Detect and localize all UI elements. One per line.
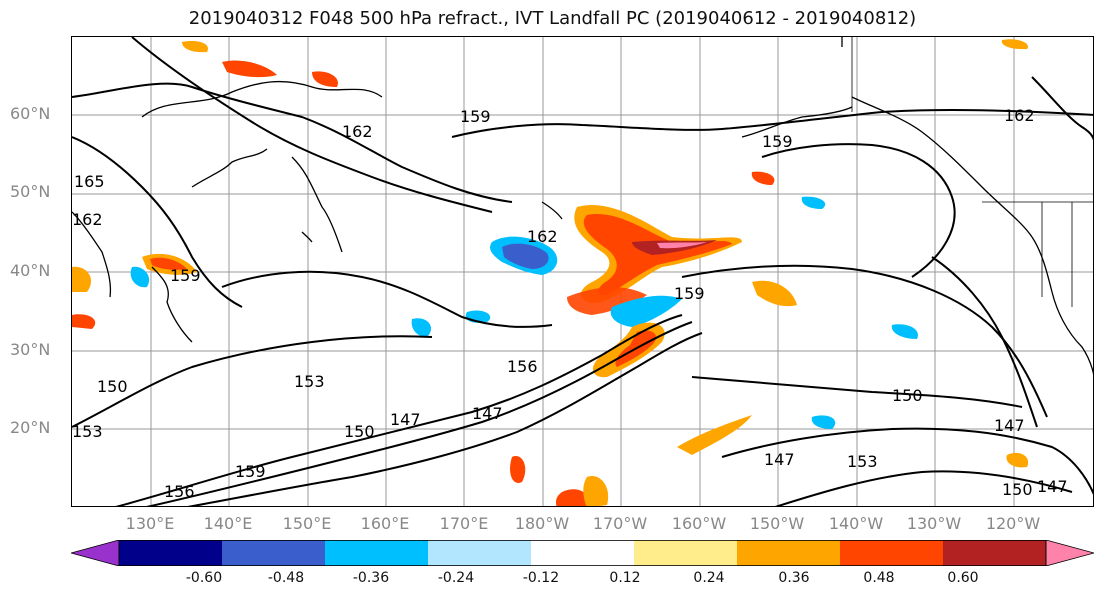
colorbar-cell <box>222 540 326 566</box>
colorbar-extend-low <box>71 540 120 566</box>
map-title: 2019040312 F048 500 hPa refract., IVT La… <box>188 8 917 29</box>
contour-label: 159 <box>674 284 705 303</box>
lat-label: 20°N <box>10 418 51 437</box>
contour-label: 159 <box>170 266 201 285</box>
contour-label: 153 <box>72 422 103 441</box>
lon-label: 150°E <box>282 514 332 533</box>
contour-label: 147 <box>994 416 1025 435</box>
colorbar-tick-label: 0.60 <box>947 570 979 586</box>
lon-label: 140°E <box>203 514 253 533</box>
contour-label: 147 <box>1037 477 1068 496</box>
contour-label: 150 <box>892 386 923 405</box>
lat-label: 40°N <box>10 261 51 280</box>
contour-label: 150 <box>97 377 128 396</box>
colorbar-cell <box>428 540 532 566</box>
contour-label: 162 <box>72 210 103 229</box>
graticule <box>72 37 1093 506</box>
contour-label: 159 <box>762 132 793 151</box>
colorbar-cell <box>943 540 1047 566</box>
lon-label: 130°W <box>906 514 962 533</box>
map-panel: 162 159 159 162 165 162 159 162 159 153 … <box>71 36 1094 507</box>
lat-label: 30°N <box>10 340 51 359</box>
contour-label: 162 <box>527 227 558 246</box>
contour-label: 156 <box>164 482 195 501</box>
colorbar-cell <box>119 540 223 566</box>
colorbar-tick-label: 0.24 <box>693 570 725 586</box>
map-canvas: 162 159 159 162 165 162 159 162 159 153 … <box>72 37 1093 506</box>
lon-label: 120°W <box>985 514 1041 533</box>
colorbar-tick-label: -0.12 <box>522 570 560 586</box>
contour-label: 147 <box>764 450 795 469</box>
contour-label-group: 162 159 159 162 165 162 159 162 159 153 … <box>72 106 1068 501</box>
colorbar-tick-label: -0.60 <box>185 570 223 586</box>
contour-label: 165 <box>74 172 105 191</box>
contour-label: 162 <box>1004 106 1035 125</box>
colorbar-cell <box>634 540 738 566</box>
shaded-anomalies <box>72 39 1029 506</box>
lon-label: 170°E <box>439 514 489 533</box>
lon-label: 160°W <box>671 514 727 533</box>
contour-label: 159 <box>235 462 266 481</box>
lon-label: 160°E <box>360 514 410 533</box>
contour-label: 150 <box>1002 480 1033 499</box>
colorbar-cell <box>737 540 841 566</box>
colorbar-tick-label: -0.36 <box>352 570 390 586</box>
borders <box>851 37 1093 307</box>
colorbar-tick-label: 0.36 <box>778 570 810 586</box>
coastlines <box>72 37 1093 375</box>
contour-label: 153 <box>294 372 325 391</box>
lat-label: 60°N <box>10 104 51 123</box>
colorbar-tick-label: 0.48 <box>863 570 895 586</box>
lon-label: 150°W <box>749 514 805 533</box>
colorbar-cells <box>71 540 1094 566</box>
lon-label: 140°W <box>828 514 884 533</box>
contour-label: 147 <box>472 404 503 423</box>
contour-label: 162 <box>342 122 373 141</box>
colorbar-tick-label: -0.48 <box>267 570 305 586</box>
lon-label: 130°E <box>125 514 175 533</box>
contour-label: 150 <box>344 422 375 441</box>
contour-label: 147 <box>390 410 421 429</box>
colorbar-border <box>118 540 1047 566</box>
colorbar-cell <box>840 540 944 566</box>
contour-lines <box>72 37 1093 506</box>
colorbar <box>71 540 1094 566</box>
colorbar-extend-high <box>1045 540 1094 566</box>
contour-label: 156 <box>507 357 538 376</box>
contour-label: 153 <box>847 452 878 471</box>
colorbar-tick-label: 0.12 <box>609 570 641 586</box>
contour-label: 159 <box>460 107 491 126</box>
colorbar-cell <box>325 540 429 566</box>
lon-label: 180°W <box>514 514 570 533</box>
colorbar-cell <box>531 540 635 566</box>
lat-label: 50°N <box>10 182 51 201</box>
colorbar-tick-label: -0.24 <box>437 570 475 586</box>
lon-label: 170°W <box>592 514 648 533</box>
